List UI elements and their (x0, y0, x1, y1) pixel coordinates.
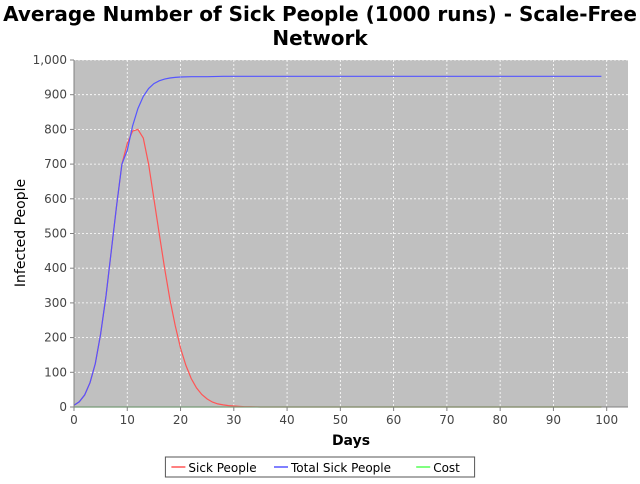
grid-layer (74, 59, 628, 407)
legend-label-total-sick-people: Total Sick People (290, 461, 391, 475)
x-tick-label: 0 (70, 413, 78, 427)
x-tick-label: 90 (546, 413, 561, 427)
y-tick-label: 100 (44, 365, 67, 379)
x-tick-label: 10 (120, 413, 135, 427)
tick-label-layer: 0 10 20 30 40 50 60 70 80 90 100 0 100 200 300 400 500 60… (33, 53, 619, 427)
series-line-total-sick-people (73, 75, 602, 406)
x-tick-label: 40 (279, 413, 294, 427)
x-tick-label: 60 (386, 413, 401, 427)
y-tick-label: 800 (44, 122, 67, 136)
axes-layer (70, 59, 628, 411)
legend-label-cost: Cost (433, 461, 460, 475)
legend: Sick People Total Sick People Cost (164, 456, 476, 478)
legend-label-sick-people: Sick People (188, 461, 256, 475)
y-tick-label: 900 (44, 88, 67, 102)
x-tick-label: 50 (333, 413, 348, 427)
x-tick-label: 30 (226, 413, 241, 427)
x-axis-label: Days (332, 433, 370, 449)
x-tick-label: 100 (595, 413, 618, 427)
y-tick-label: 700 (44, 157, 67, 171)
y-tick-label: 200 (44, 331, 67, 345)
y-tick-label: 400 (44, 261, 67, 275)
x-tick-label: 70 (439, 413, 454, 427)
chart-title-line1: Average Number of Sick People (1000 runs… (3, 2, 637, 26)
legend-box (164, 456, 476, 478)
x-tick-label: 80 (493, 413, 508, 427)
chart-title-line2: Network (272, 26, 368, 50)
y-tick-label: 1,000 (33, 53, 67, 67)
y-axis-label: Infected People (13, 179, 29, 287)
y-tick-label: 600 (44, 192, 67, 206)
y-tick-label: 0 (59, 400, 67, 414)
y-tick-label: 300 (44, 296, 67, 310)
x-tick-label: 20 (173, 413, 188, 427)
y-tick-label: 500 (44, 227, 67, 241)
